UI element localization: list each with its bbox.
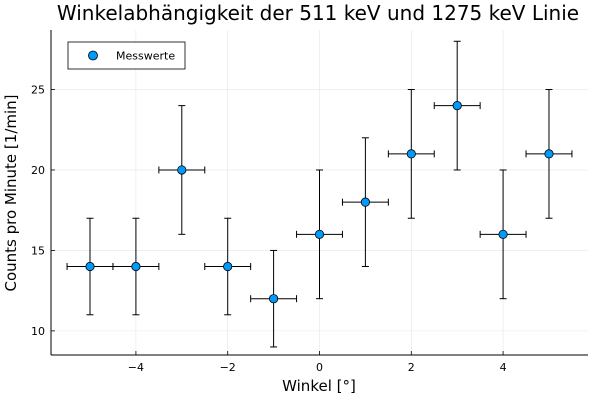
y-axis-label: Counts pro Minute [1/min]	[2, 94, 20, 291]
data-point	[85, 261, 95, 272]
legend: Messwerte	[67, 41, 186, 70]
data-point	[360, 197, 370, 207]
x-tick-label: 4	[500, 361, 507, 374]
data-point	[452, 101, 462, 111]
x-tick-label: 2	[408, 361, 415, 374]
data-points	[85, 101, 554, 304]
legend-box	[67, 41, 186, 70]
y-tick-label: 25	[31, 84, 45, 97]
data-point	[406, 149, 416, 159]
x-tick-label: −2	[220, 361, 236, 374]
legend-label: Messwerte	[116, 50, 175, 63]
legend-marker	[88, 50, 98, 61]
chart-title: Winkelabhängigkeit der 511 keV und 1275 …	[57, 1, 579, 25]
x-tick-label: −4	[128, 361, 144, 374]
data-point	[544, 149, 554, 159]
x-tick-label: 0	[316, 361, 323, 374]
data-point	[223, 261, 233, 272]
y-tick-label: 10	[31, 325, 45, 338]
y-ticks: 10 15 20 25	[31, 84, 55, 338]
data-point	[498, 229, 508, 239]
data-point	[269, 294, 279, 304]
data-point	[177, 165, 187, 175]
x-ticks: −4 −2 0 2 4	[128, 351, 507, 374]
y-tick-label: 15	[31, 244, 45, 257]
data-point	[131, 261, 141, 272]
y-tick-label: 20	[31, 164, 45, 177]
data-point	[314, 229, 325, 239]
x-axis-label: Winkel [°]	[282, 377, 356, 395]
